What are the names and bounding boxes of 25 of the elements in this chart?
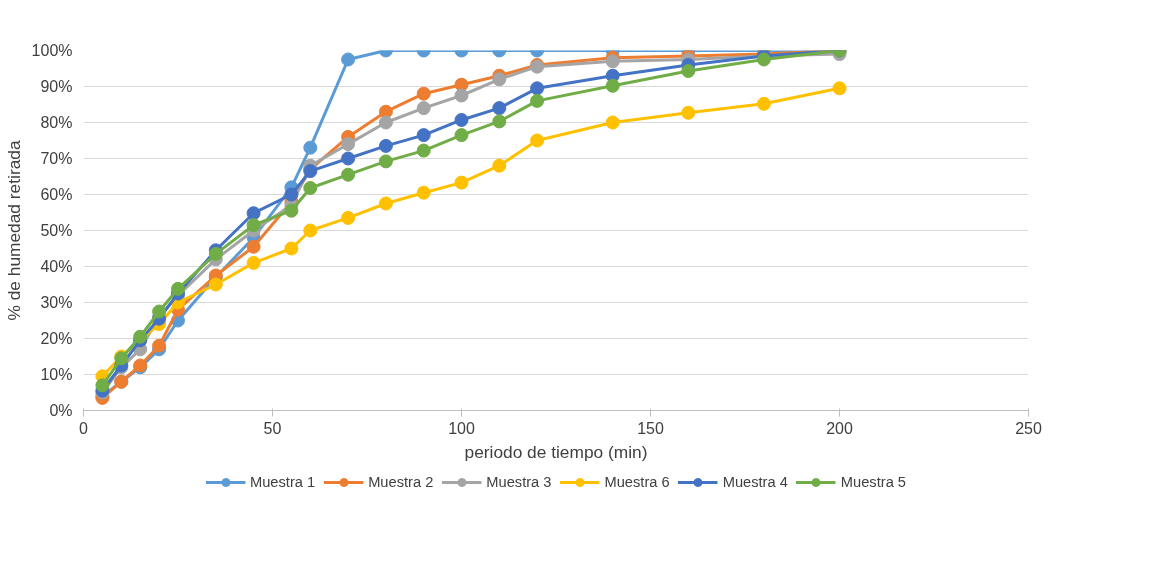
x-tick-label: 50: [263, 419, 282, 437]
x-tick-label: 0: [79, 419, 89, 437]
y-axis-title: % de humedad retirada: [3, 140, 24, 321]
x-tick-label: 150: [637, 419, 664, 437]
y-tick-label: 0%: [49, 402, 73, 419]
y-tick-label: 20%: [40, 330, 73, 347]
y-tick-label: 70%: [40, 150, 73, 167]
legend-label: Muestra 1: [249, 474, 316, 490]
y-tick-label: 30%: [40, 294, 73, 311]
legend-label: Muestra 2: [368, 474, 434, 490]
y-tick-label: 60%: [40, 186, 73, 203]
x-tick-label: 100: [448, 419, 475, 437]
y-tick-label: 10%: [40, 366, 73, 383]
y-tick-label: 40%: [40, 258, 73, 275]
x-axis-title: periodo de tiempo (min): [464, 441, 648, 462]
x-tick-label: 250: [1015, 419, 1042, 437]
y-tick-label: 90%: [40, 78, 73, 95]
legend-label: Muestra 6: [604, 474, 670, 490]
legend-label: Muestra 3: [486, 474, 552, 490]
y-tick-label: 100%: [31, 42, 73, 59]
legend-label: Muestra 4: [722, 474, 788, 490]
legend-label: Muestra 5: [840, 474, 907, 490]
y-tick-label: 50%: [40, 222, 73, 239]
x-tick-label: 200: [826, 419, 853, 437]
y-tick-label: 80%: [40, 114, 73, 131]
